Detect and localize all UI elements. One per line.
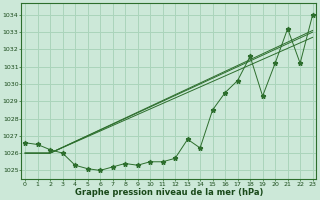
X-axis label: Graphe pression niveau de la mer (hPa): Graphe pression niveau de la mer (hPa) <box>75 188 263 197</box>
